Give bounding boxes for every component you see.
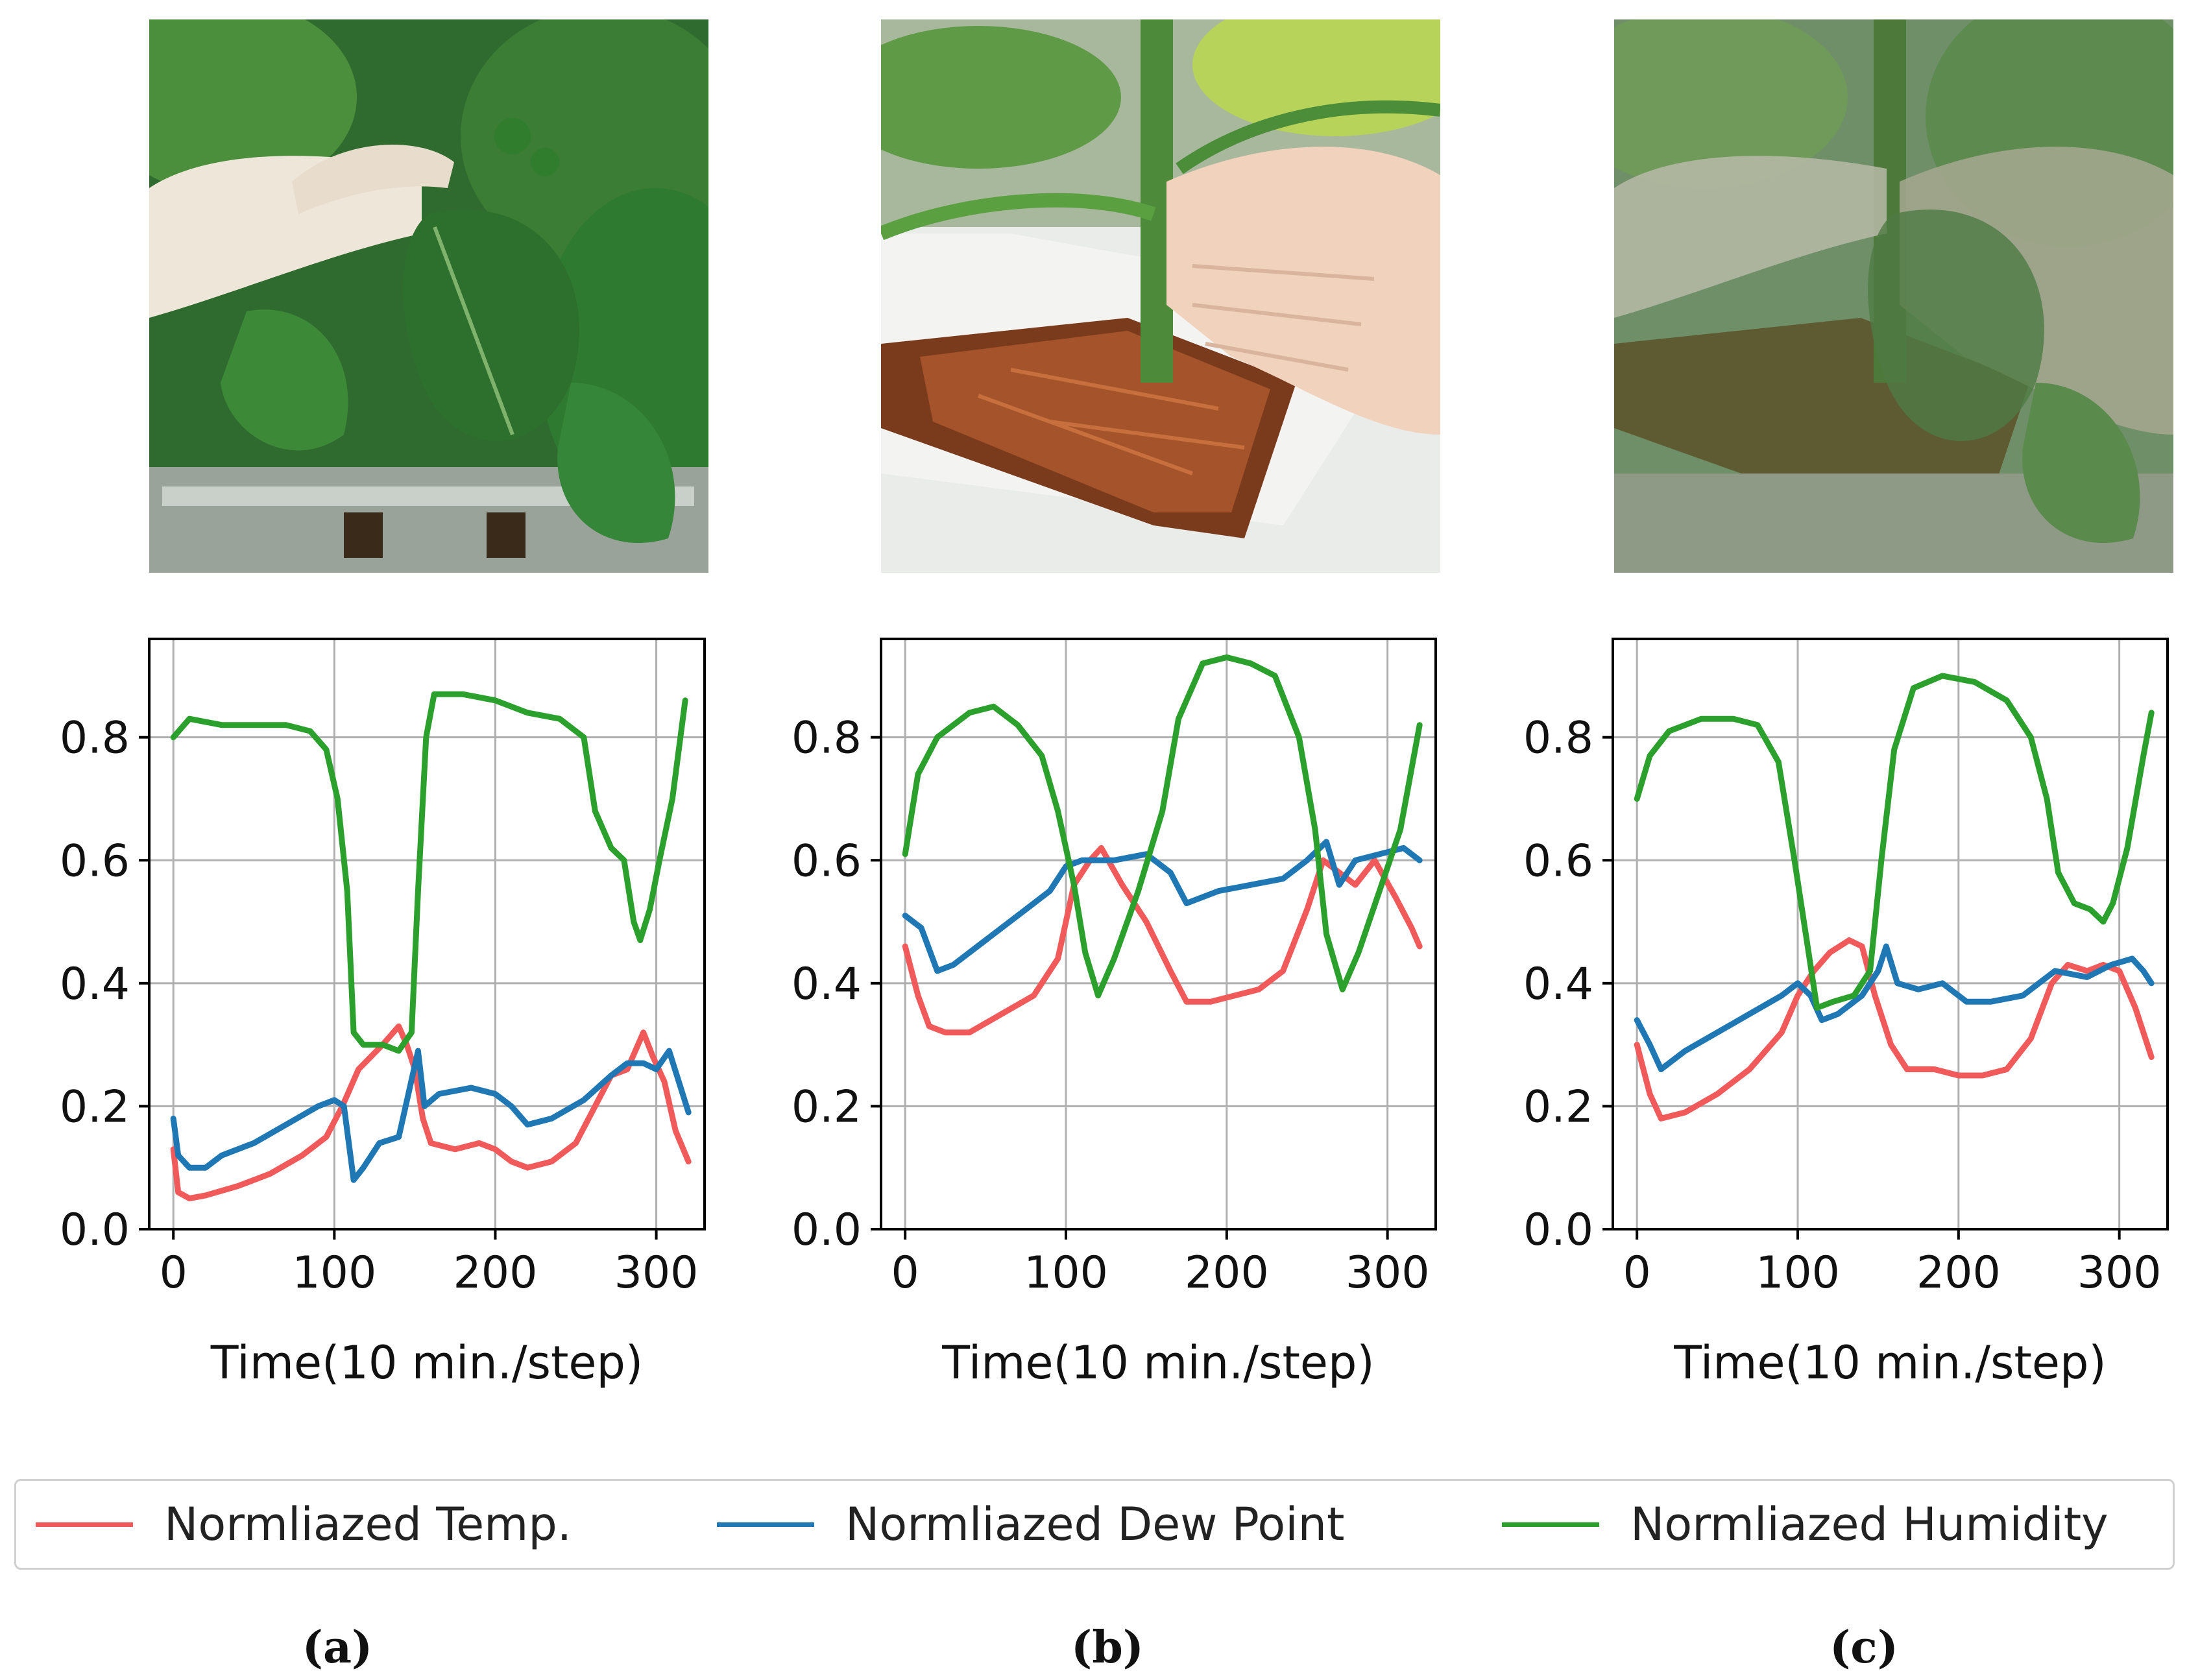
caption-b: (b) bbox=[1071, 1622, 1144, 1674]
y-tick-label: 0.4 bbox=[60, 959, 130, 1010]
y-tick-label: 0.2 bbox=[791, 1081, 862, 1133]
legend-swatch-humidity bbox=[1502, 1522, 1599, 1527]
y-tick-label: 0.6 bbox=[791, 835, 862, 887]
y-tick-label: 0.0 bbox=[791, 1205, 862, 1256]
chart-panel-c: 0 100 200 300 0.0 0.2 0.4 0.6 0.8 Time(10 min./st… bbox=[1523, 638, 2169, 1389]
x-tick-label: 100 bbox=[1756, 1247, 1840, 1299]
series-line-humidity bbox=[902, 654, 1423, 999]
legend-label-humidity: Normliazed Humidity bbox=[1630, 1498, 2108, 1551]
overlay-photo bbox=[1614, 19, 2173, 573]
y-tick-label: 0.4 bbox=[1523, 959, 1593, 1010]
x-tick-label: 200 bbox=[453, 1247, 538, 1299]
legend-item-humidity: Normliazed Humidity bbox=[1502, 1481, 2108, 1568]
leaf-photo bbox=[149, 19, 708, 573]
charts-area: 0 100 200 300 0.0 0.2 0.4 0.6 0.8 Time(10 min./st… bbox=[60, 638, 2169, 1389]
caption-c: (c) bbox=[1830, 1622, 1898, 1674]
x-tick-label: 300 bbox=[2077, 1247, 2162, 1299]
legend-label-dewpoint: Normliazed Dew Point bbox=[845, 1498, 1345, 1551]
chart-panel-a: 0 100 200 300 0.0 0.2 0.4 0.6 0.8 Time(10 min./st… bbox=[60, 638, 706, 1389]
y-tick-label: 0.4 bbox=[791, 959, 862, 1010]
plot-frame bbox=[1612, 638, 2169, 1230]
x-tick-label: 0 bbox=[160, 1247, 187, 1299]
legend-item-temp: Normliazed Temp. bbox=[36, 1481, 572, 1568]
series-line-temp bbox=[902, 845, 1423, 1036]
y-tick-label: 0.0 bbox=[1523, 1205, 1593, 1256]
x-tick-label: 200 bbox=[1916, 1247, 2001, 1299]
legend-item-dewpoint: Normliazed Dew Point bbox=[717, 1481, 1345, 1568]
y-tick-label: 0.0 bbox=[60, 1205, 130, 1256]
legend-label-temp: Normliazed Temp. bbox=[164, 1498, 572, 1551]
y-tick-label: 0.8 bbox=[1523, 713, 1593, 764]
plot-frame bbox=[148, 638, 706, 1230]
x-tick-label: 200 bbox=[1185, 1247, 1269, 1299]
x-axis-label: Time(10 min./step) bbox=[941, 1336, 1375, 1389]
overlay-photo-illustration bbox=[1614, 19, 2173, 573]
plot-frame bbox=[880, 638, 1437, 1230]
series-line-humidity bbox=[170, 691, 688, 1054]
y-tick-label: 0.8 bbox=[791, 713, 862, 764]
x-axis-label: Time(10 min./step) bbox=[210, 1336, 644, 1389]
legend-swatch-temp bbox=[36, 1522, 133, 1527]
series-line-dewpoint bbox=[170, 1048, 692, 1183]
y-tick-label: 0.2 bbox=[1523, 1081, 1593, 1133]
leaf-photo-illustration bbox=[149, 19, 708, 573]
x-tick-label: 300 bbox=[614, 1247, 699, 1299]
x-tick-label: 0 bbox=[891, 1247, 919, 1299]
series-line-temp bbox=[1634, 937, 2155, 1122]
series-line-temp bbox=[170, 1023, 692, 1202]
series-line-dewpoint bbox=[1634, 943, 2155, 1072]
y-tick-label: 0.6 bbox=[1523, 835, 1593, 887]
y-tick-label: 0.2 bbox=[60, 1081, 130, 1133]
x-tick-label: 0 bbox=[1623, 1247, 1651, 1299]
legend: Normliazed Temp. Normliazed Dew Point No… bbox=[14, 1479, 2175, 1570]
root-photo bbox=[881, 19, 1440, 573]
series-line-humidity bbox=[1634, 673, 2155, 1011]
y-tick-label: 0.8 bbox=[60, 713, 130, 764]
x-axis-label: Time(10 min./step) bbox=[1673, 1336, 2107, 1389]
x-tick-label: 100 bbox=[292, 1247, 376, 1299]
legend-swatch-dewpoint bbox=[717, 1522, 814, 1527]
root-photo-illustration bbox=[881, 19, 1440, 573]
series-line-dewpoint bbox=[902, 839, 1423, 974]
x-tick-label: 300 bbox=[1346, 1247, 1430, 1299]
y-tick-label: 0.6 bbox=[60, 835, 130, 887]
caption-a: (a) bbox=[302, 1622, 373, 1674]
chart-panel-b: 0 100 200 300 0.0 0.2 0.4 0.6 0.8 Time(10 min./st… bbox=[791, 638, 1437, 1389]
x-tick-label: 100 bbox=[1024, 1247, 1108, 1299]
